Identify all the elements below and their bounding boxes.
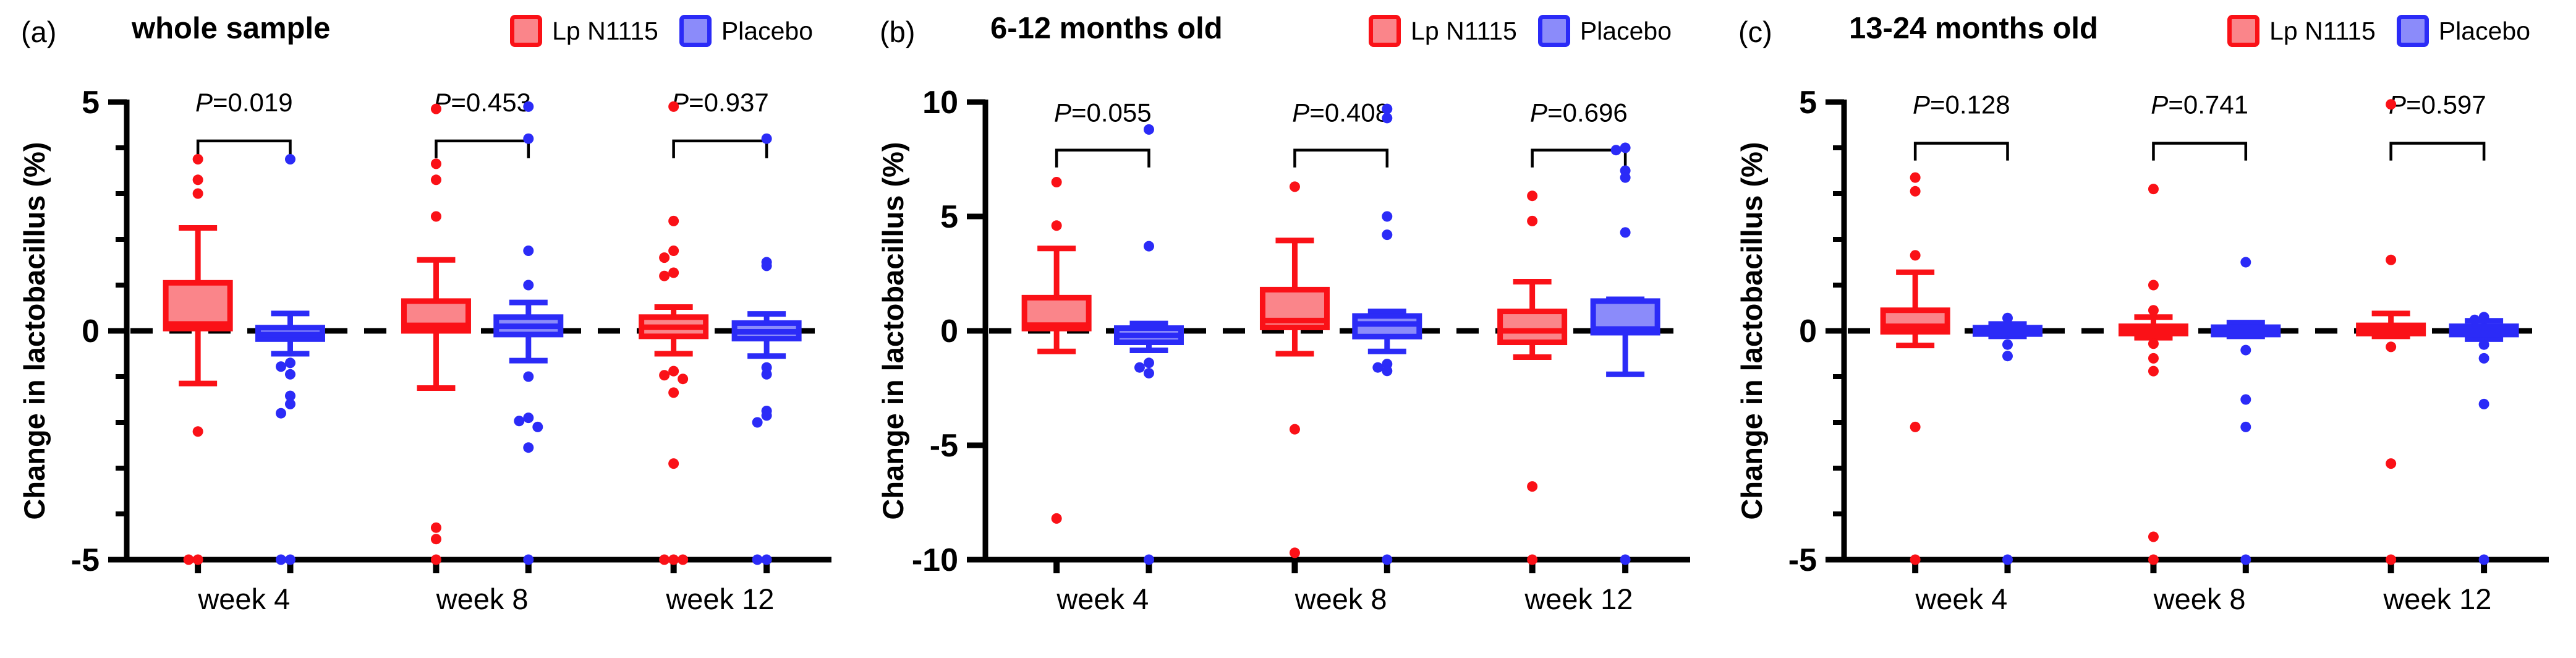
panel-a: (a) whole sample Lp N1115 Placebo 5 0 -5 we… xyxy=(0,0,859,658)
svg-text:0: 0 xyxy=(940,314,958,349)
svg-text:Change in lactobacillus (%): Change in lactobacillus (%) xyxy=(18,142,51,519)
legend-swatch-placebo xyxy=(1537,15,1570,47)
svg-text:week 12: week 12 xyxy=(1524,583,1633,615)
panel-label: (a) xyxy=(21,15,57,48)
svg-text:week 8: week 8 xyxy=(436,583,529,615)
legend-swatch-lp-n1115 xyxy=(2227,15,2260,47)
svg-text:P=0.696: P=0.696 xyxy=(1530,98,1628,127)
legend: Lp N1115 Placebo xyxy=(510,15,824,47)
svg-text:week 4: week 4 xyxy=(1915,583,2007,615)
svg-text:P=0.453: P=0.453 xyxy=(433,88,531,117)
svg-text:P=0.741: P=0.741 xyxy=(2151,90,2248,119)
legend-label-lp-n1115: Lp N1115 xyxy=(1411,16,1517,45)
svg-text:week 12: week 12 xyxy=(665,583,774,615)
panel-c: (c) 13-24 months old Lp N1115 Placebo 5 0… xyxy=(1717,0,2576,658)
boxplot-chart-whole-sample: 5 0 -5 week 4 week 8 week 12 Change in lactoba… xyxy=(18,85,831,615)
boxplot-chart-13-24-months: 5 0 -5 week 4 week 8 week 12 Change in lactoba… xyxy=(1735,85,2549,615)
legend-swatch-placebo xyxy=(679,15,712,47)
svg-text:Change in lactobacillus (%): Change in lactobacillus (%) xyxy=(1735,142,1768,519)
legend-swatch-lp-n1115 xyxy=(1369,15,1401,47)
panel-title: 6-12 months old xyxy=(990,12,1223,45)
svg-text:0: 0 xyxy=(82,314,100,349)
svg-text:-5: -5 xyxy=(1788,542,1817,578)
legend-label-placebo: Placebo xyxy=(2438,16,2530,45)
svg-text:10: 10 xyxy=(922,85,958,121)
panel-b: (b) 6-12 months old Lp N1115 Placebo 10 5… xyxy=(859,0,1717,658)
panel-title: 13-24 months old xyxy=(1849,12,2098,45)
panel-a-header: (a) whole sample Lp N1115 Placebo xyxy=(0,7,859,63)
legend-label-lp-n1115: Lp N1115 xyxy=(2269,16,2376,45)
svg-text:week 4: week 4 xyxy=(1056,583,1149,615)
svg-text:P=0.055: P=0.055 xyxy=(1054,98,1152,127)
svg-text:P=0.597: P=0.597 xyxy=(2389,90,2486,119)
svg-text:week 4: week 4 xyxy=(197,583,290,615)
legend-swatch-placebo xyxy=(2396,15,2429,47)
svg-text:Change in lactobacillus (%): Change in lactobacillus (%) xyxy=(877,142,909,519)
legend-label-lp-n1115: Lp N1115 xyxy=(552,16,658,45)
boxplot-chart-6-12-months: 10 5 0 -5 -10 week 4 week 8 week 12 Change in la… xyxy=(877,85,1690,615)
legend-swatch-lp-n1115 xyxy=(510,15,543,47)
legend: Lp N1115 Placebo xyxy=(1369,15,1683,47)
svg-text:0: 0 xyxy=(1799,314,1817,349)
panel-c-header: (c) 13-24 months old Lp N1115 Placebo xyxy=(1717,7,2576,63)
panel-title: whole sample xyxy=(132,12,331,45)
svg-text:week 8: week 8 xyxy=(2153,583,2246,615)
svg-text:-5: -5 xyxy=(71,542,100,578)
svg-text:P=0.019: P=0.019 xyxy=(195,88,293,117)
svg-text:-10: -10 xyxy=(912,542,958,578)
svg-text:P=0.128: P=0.128 xyxy=(1913,90,2010,119)
svg-text:P=0.408: P=0.408 xyxy=(1292,98,1390,127)
panel-label: (b) xyxy=(880,15,916,48)
svg-text:5: 5 xyxy=(82,85,100,121)
legend-label-placebo: Placebo xyxy=(721,16,813,45)
svg-text:-5: -5 xyxy=(930,428,958,464)
svg-text:week 12: week 12 xyxy=(2383,583,2491,615)
svg-text:5: 5 xyxy=(940,199,958,235)
svg-text:week 8: week 8 xyxy=(1294,583,1387,615)
legend-label-placebo: Placebo xyxy=(1579,16,1672,45)
panel-b-header: (b) 6-12 months old Lp N1115 Placebo xyxy=(859,7,1717,63)
svg-text:P=0.937: P=0.937 xyxy=(671,88,769,117)
legend: Lp N1115 Placebo xyxy=(2227,15,2541,47)
panel-label: (c) xyxy=(1738,15,1772,48)
svg-text:5: 5 xyxy=(1799,85,1817,121)
